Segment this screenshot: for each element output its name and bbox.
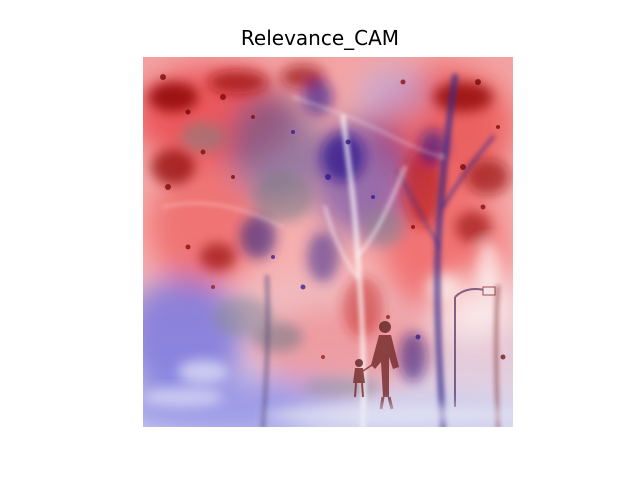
- relevance-heatmap-image: [143, 57, 513, 427]
- foliage-speckles: [160, 74, 506, 360]
- lamp-post: [454, 286, 496, 407]
- neutral-patches: [181, 122, 403, 397]
- figure-title: Relevance_CAM: [240, 26, 400, 50]
- tree-trunks: [162, 73, 500, 427]
- ground-band: [143, 387, 513, 425]
- heatmap-svg: [143, 57, 513, 427]
